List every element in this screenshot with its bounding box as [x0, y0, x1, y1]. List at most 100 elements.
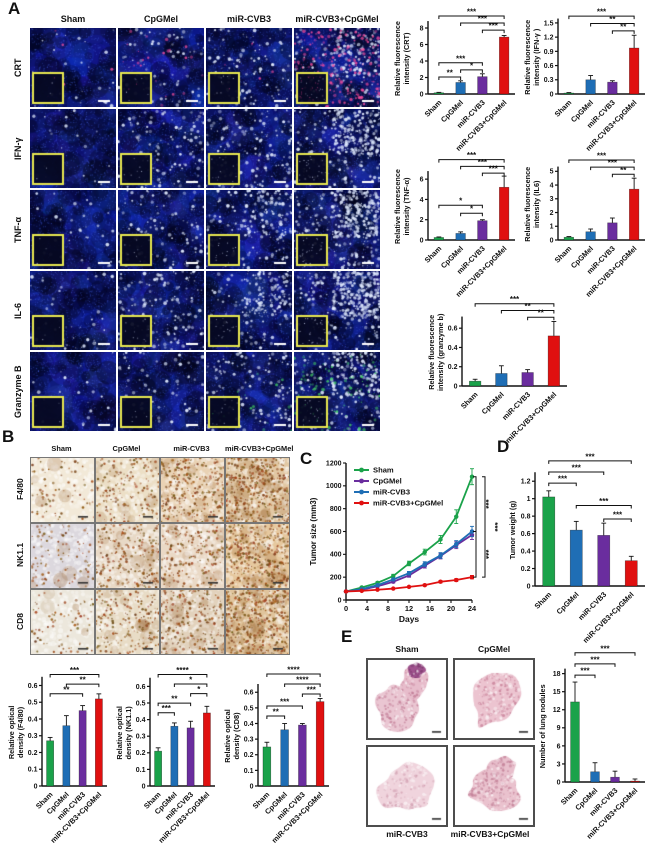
- data-point: [469, 574, 475, 580]
- lung-image: [453, 745, 535, 827]
- svg-text:0.3: 0.3: [544, 77, 554, 84]
- sig-bracket: [568, 159, 635, 163]
- sig-bracket: [190, 693, 208, 697]
- x-category-label: Sham: [533, 590, 554, 611]
- svg-text:6: 6: [557, 743, 561, 750]
- micrograph-canvas: [30, 190, 116, 269]
- data-point: [422, 561, 427, 567]
- svg-text:0.5: 0.5: [244, 705, 254, 712]
- sig-label: **: [620, 166, 627, 175]
- svg-text:1.2: 1.2: [521, 479, 531, 486]
- sig-bracket: [603, 518, 632, 522]
- svg-text:0.2: 0.2: [448, 364, 458, 371]
- bar-CpGMel: [455, 82, 466, 95]
- y-axis-label: intensity (IL6): [532, 180, 541, 228]
- lung-canvas: [368, 660, 446, 738]
- chart-cd8: 0 0.1 0.2 0.3 0.4 0.5 0.6 Relative optical densi…: [222, 658, 334, 845]
- chart-granzyme-b: 0 0.2 0.4 0.6 Relative fluorescence intensity…: [426, 290, 572, 445]
- chart-f480: 0 0.1 0.2 0.3 0.4 0.5 0.6 Relative optical densi…: [6, 658, 112, 845]
- bar-Sham: [154, 750, 162, 787]
- cd8-svg: 0 0.1 0.2 0.3 0.4 0.5 0.6 Relative optical densi…: [223, 666, 329, 845]
- sig-label: ***: [456, 54, 466, 63]
- y-axis-label: Relative fluorescence: [393, 169, 402, 244]
- bar-miR-CVB3+CpGMel: [624, 560, 638, 587]
- legend-label: miR-CVB3: [373, 488, 410, 497]
- data-point: [391, 573, 396, 579]
- svg-text:0.6: 0.6: [244, 690, 254, 697]
- svg-text:0.2: 0.2: [28, 750, 38, 757]
- y-axis-label: Relative optical: [7, 706, 16, 760]
- svg-text:4: 4: [550, 182, 554, 189]
- sig-bracket: [157, 673, 208, 678]
- bar-Sham: [469, 380, 482, 387]
- sig-bracket: [548, 482, 577, 487]
- legend-label: CpGMel: [373, 477, 402, 486]
- tumor_size-svg: 0 200 400 600 800 1000 1200 0 4 8 12 16 20 24 Tumor si…: [309, 460, 499, 624]
- sig-label: ***: [599, 497, 609, 506]
- bar-miR-CVB3+CpGMel: [315, 701, 325, 787]
- y-axis-ticks: 0 0.1 0.2 0.3 0.4 0.5 0.6: [136, 684, 150, 790]
- sig-label: ***: [572, 464, 582, 473]
- bar-CpGMel: [585, 79, 596, 95]
- sig-bracket: [527, 316, 555, 321]
- svg-text:2: 2: [550, 210, 554, 217]
- sig-label: ***: [597, 8, 607, 17]
- il6-svg: 0 1 2 3 4 5 Relative fluorescence intensity (IL…: [523, 152, 645, 299]
- svg-text:0.6: 0.6: [448, 326, 458, 333]
- sig-bracket: [438, 76, 462, 80]
- bar-CpGMel: [280, 729, 289, 787]
- ifng-svg: 0 0.3 0.6 0.9 1.2 1.5 Relative fluorescence int…: [523, 8, 645, 153]
- data-point: [343, 589, 349, 594]
- svg-text:0: 0: [550, 237, 554, 244]
- bar-miR-CVB3: [298, 724, 307, 787]
- svg-text:1: 1: [550, 224, 554, 231]
- bar-Sham: [262, 746, 272, 787]
- y-axis-ticks: 0 0.2 0.4 0.6 0.8 1 1.2: [521, 479, 535, 590]
- panel-b-label: B: [2, 427, 15, 446]
- sig-bracket: [266, 715, 286, 719]
- svg-text:3: 3: [557, 761, 561, 768]
- svg-text:6: 6: [420, 177, 424, 184]
- svg-text:0: 0: [142, 783, 146, 790]
- sig-label: ****: [287, 666, 300, 675]
- sig-bracket: [481, 29, 505, 34]
- sig-bracket: [49, 693, 84, 697]
- lung-image-label: Sham: [395, 644, 419, 654]
- sig-label: **: [447, 68, 454, 77]
- svg-text:8: 8: [420, 25, 424, 32]
- sig-label: ***: [490, 522, 499, 532]
- chart-ifn-gamma: 0 0.3 0.6 0.9 1.2 1.5 Relative fluorescence int…: [522, 2, 650, 153]
- y-axis-ticks: 0 2 4 6 8: [420, 25, 428, 98]
- sig-label: ***: [489, 22, 499, 31]
- bar-CpGMel: [455, 233, 466, 241]
- data-point: [375, 587, 380, 592]
- lung-canvas: [455, 660, 533, 738]
- x-category-label: CpGMel: [555, 590, 581, 616]
- sig-label: *: [189, 676, 193, 685]
- sig-bracket: [460, 22, 505, 27]
- sig-label: ***: [307, 686, 317, 695]
- data-point: [454, 514, 459, 519]
- grzb-svg: 0 0.2 0.4 0.6 Relative fluorescence intensity…: [427, 295, 567, 445]
- y-axis-ticks: 0 2 4 6: [420, 177, 428, 244]
- chart-nk11: 0 0.1 0.2 0.3 0.4 0.5 0.6 Relative optical densi…: [114, 658, 220, 845]
- sig-bracket: [473, 531, 477, 578]
- sig-label: ***: [580, 667, 590, 676]
- panel-b-ihc-grid: Sham CpGMel miR-CVB3 miR-CVB3+CpGMel: [30, 444, 293, 655]
- y-tick-label: 0: [338, 597, 342, 604]
- lung-image-label: miR-CVB3+CpGMel: [450, 829, 530, 839]
- svg-text:15: 15: [553, 689, 561, 696]
- column-header: CpGMel: [112, 444, 141, 453]
- sig-label: ***: [489, 165, 499, 174]
- svg-text:0.1: 0.1: [136, 767, 146, 774]
- ihc-canvas: [225, 523, 290, 589]
- svg-text:5: 5: [550, 169, 554, 176]
- bar-CpGMel: [590, 771, 600, 783]
- row-label: IL-6: [13, 302, 23, 319]
- x-category-label: CpGMel: [480, 390, 506, 416]
- x-axis-label: Days: [399, 614, 420, 624]
- micrograph-canvas: [294, 271, 380, 350]
- y-axis-label: Relative optical: [115, 706, 124, 760]
- y-tick-label: 400: [330, 552, 342, 559]
- data-point: [438, 537, 443, 542]
